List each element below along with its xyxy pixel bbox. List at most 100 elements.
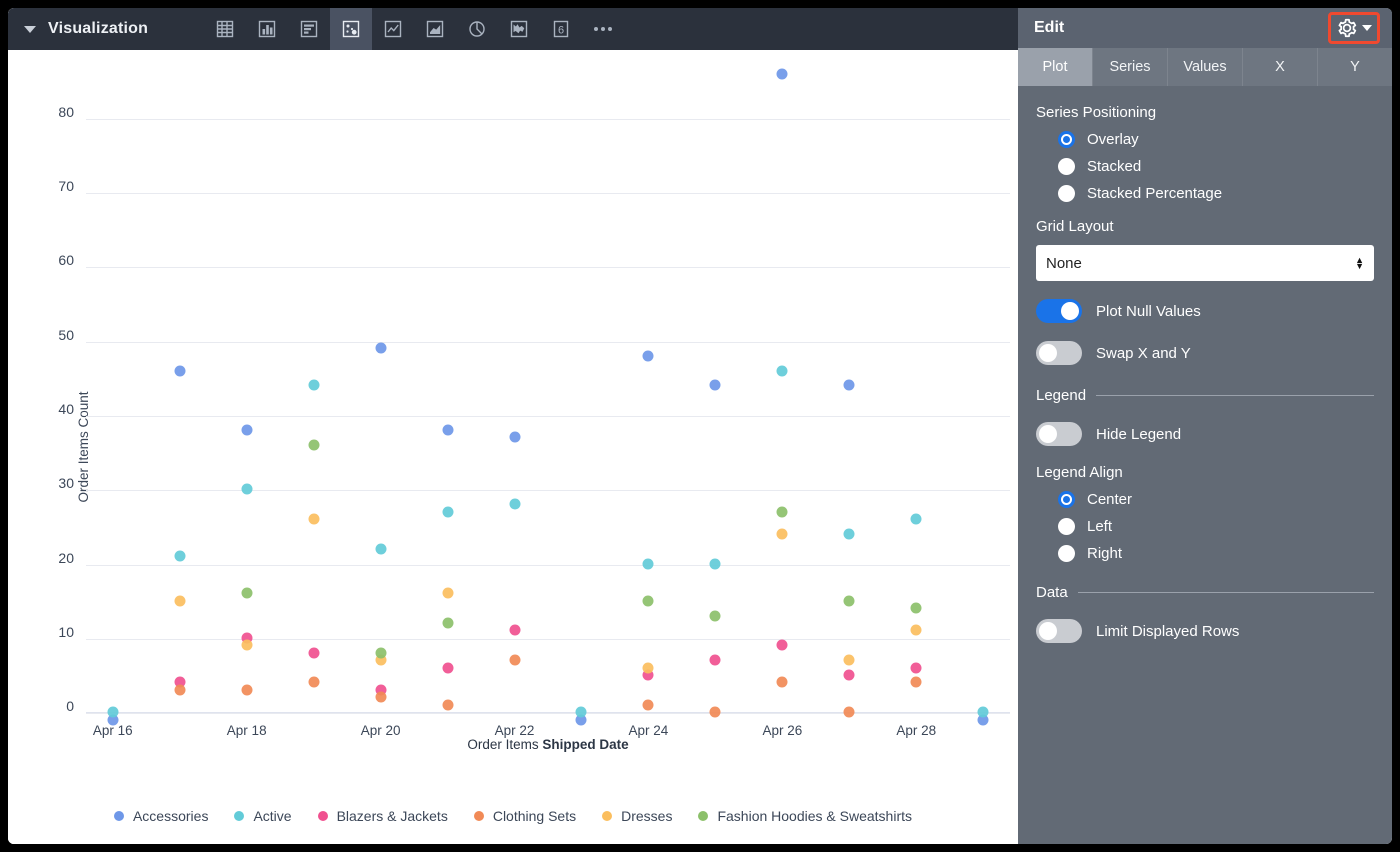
data-point[interactable] bbox=[174, 684, 186, 696]
data-point[interactable] bbox=[709, 706, 721, 718]
data-point[interactable] bbox=[308, 513, 320, 525]
data-point[interactable] bbox=[843, 528, 855, 540]
column-chart-icon[interactable] bbox=[246, 8, 288, 50]
legend-item[interactable]: Clothing Sets bbox=[473, 808, 576, 824]
data-point[interactable] bbox=[843, 595, 855, 607]
data-point[interactable] bbox=[375, 691, 387, 703]
data-point[interactable] bbox=[977, 714, 989, 725]
data-point[interactable] bbox=[174, 365, 186, 377]
single-value-icon[interactable]: 6 bbox=[540, 8, 582, 50]
data-point[interactable] bbox=[843, 706, 855, 718]
data-point[interactable] bbox=[776, 68, 788, 79]
data-point[interactable] bbox=[375, 684, 387, 696]
data-point[interactable] bbox=[910, 676, 922, 688]
radio-legend-center[interactable]: Center bbox=[1058, 491, 1374, 508]
data-point[interactable] bbox=[375, 647, 387, 659]
bar-chart-icon[interactable] bbox=[288, 8, 330, 50]
data-point[interactable] bbox=[174, 550, 186, 562]
tab-plot[interactable]: Plot bbox=[1018, 48, 1093, 86]
more-options-icon[interactable] bbox=[582, 8, 624, 50]
radio-stacked-percentage[interactable]: Stacked Percentage bbox=[1058, 185, 1374, 202]
data-point[interactable] bbox=[308, 676, 320, 688]
data-point[interactable] bbox=[241, 424, 253, 436]
legend-item[interactable]: Active bbox=[234, 808, 292, 824]
line-chart-icon[interactable] bbox=[372, 8, 414, 50]
legend-item[interactable]: Fashion Hoodies & Sweatshirts bbox=[698, 808, 912, 824]
radio-legend-right[interactable]: Right bbox=[1058, 545, 1374, 562]
data-point[interactable] bbox=[308, 439, 320, 451]
data-point[interactable] bbox=[241, 632, 253, 644]
data-point[interactable] bbox=[642, 595, 654, 607]
data-point[interactable] bbox=[174, 595, 186, 607]
data-point[interactable] bbox=[776, 639, 788, 651]
gear-menu-button[interactable] bbox=[1328, 12, 1380, 44]
data-point[interactable] bbox=[308, 647, 320, 659]
legend-item[interactable]: Accessories bbox=[113, 808, 208, 824]
toggle-hide-legend[interactable]: Hide Legend bbox=[1036, 422, 1374, 446]
toggle-swap-x-and-y[interactable]: Swap X and Y bbox=[1036, 341, 1374, 365]
data-point[interactable] bbox=[910, 602, 922, 614]
data-point[interactable] bbox=[241, 483, 253, 495]
tab-y[interactable]: Y bbox=[1350, 59, 1360, 75]
data-point[interactable] bbox=[910, 513, 922, 525]
data-point[interactable] bbox=[642, 350, 654, 362]
tab-values[interactable]: Values bbox=[1168, 48, 1243, 86]
data-point[interactable] bbox=[709, 654, 721, 666]
data-point[interactable] bbox=[107, 706, 119, 718]
data-point[interactable] bbox=[442, 587, 454, 599]
data-point[interactable] bbox=[241, 587, 253, 599]
data-point[interactable] bbox=[776, 365, 788, 377]
data-point[interactable] bbox=[843, 379, 855, 391]
data-point[interactable] bbox=[241, 639, 253, 651]
data-point[interactable] bbox=[442, 662, 454, 674]
tab-series[interactable]: Series bbox=[1093, 48, 1168, 86]
map-chart-icon[interactable] bbox=[498, 8, 540, 50]
scatter-chart-icon[interactable] bbox=[330, 8, 373, 50]
data-point[interactable] bbox=[575, 706, 587, 718]
data-point[interactable] bbox=[442, 424, 454, 436]
data-point[interactable] bbox=[977, 706, 989, 718]
data-point[interactable] bbox=[442, 617, 454, 629]
area-chart-icon[interactable] bbox=[414, 8, 456, 50]
radio-stacked[interactable]: Stacked bbox=[1058, 158, 1374, 175]
table-icon[interactable] bbox=[204, 8, 246, 50]
data-point[interactable] bbox=[509, 624, 521, 636]
data-point[interactable] bbox=[241, 684, 253, 696]
scatter-plot[interactable]: 0 10 20 30 40 50 60 70 80 Apr 16 Apr 18 Apr 20 Apr 2… bbox=[58, 68, 1010, 738]
radio-overlay[interactable]: Overlay bbox=[1058, 131, 1374, 148]
data-point[interactable] bbox=[709, 558, 721, 570]
data-point[interactable] bbox=[375, 342, 387, 354]
pie-chart-icon[interactable] bbox=[456, 8, 498, 50]
legend-item[interactable]: Dresses bbox=[602, 808, 672, 824]
data-point[interactable] bbox=[642, 669, 654, 681]
data-point[interactable] bbox=[709, 610, 721, 622]
data-point[interactable] bbox=[776, 506, 788, 518]
legend-item[interactable]: Blazers & Jackets bbox=[317, 808, 448, 824]
tab-x[interactable]: X bbox=[1243, 48, 1318, 86]
data-point[interactable] bbox=[776, 528, 788, 540]
data-point[interactable] bbox=[509, 431, 521, 443]
data-point[interactable] bbox=[642, 662, 654, 674]
data-point[interactable] bbox=[107, 714, 119, 725]
data-point[interactable] bbox=[709, 379, 721, 391]
data-point[interactable] bbox=[509, 654, 521, 666]
data-point[interactable] bbox=[843, 669, 855, 681]
data-point[interactable] bbox=[843, 654, 855, 666]
grid-layout-select[interactable]: None ▲ ▼ bbox=[1036, 245, 1374, 281]
data-point[interactable] bbox=[509, 498, 521, 510]
radio-legend-left[interactable]: Left bbox=[1058, 518, 1374, 535]
chevron-down-icon[interactable] bbox=[24, 25, 36, 33]
data-point[interactable] bbox=[910, 662, 922, 674]
data-point[interactable] bbox=[575, 714, 587, 725]
toggle-limit-displayed-rows[interactable]: Limit Displayed Rows bbox=[1036, 619, 1374, 643]
data-point[interactable] bbox=[442, 506, 454, 518]
data-point[interactable] bbox=[642, 558, 654, 570]
data-point[interactable] bbox=[776, 676, 788, 688]
data-point[interactable] bbox=[375, 543, 387, 555]
data-point[interactable] bbox=[308, 379, 320, 391]
data-point[interactable] bbox=[910, 624, 922, 636]
data-point[interactable] bbox=[642, 699, 654, 711]
toggle-plot-null-values[interactable]: Plot Null Values bbox=[1036, 299, 1374, 323]
data-point[interactable] bbox=[442, 699, 454, 711]
data-point[interactable] bbox=[174, 676, 186, 688]
